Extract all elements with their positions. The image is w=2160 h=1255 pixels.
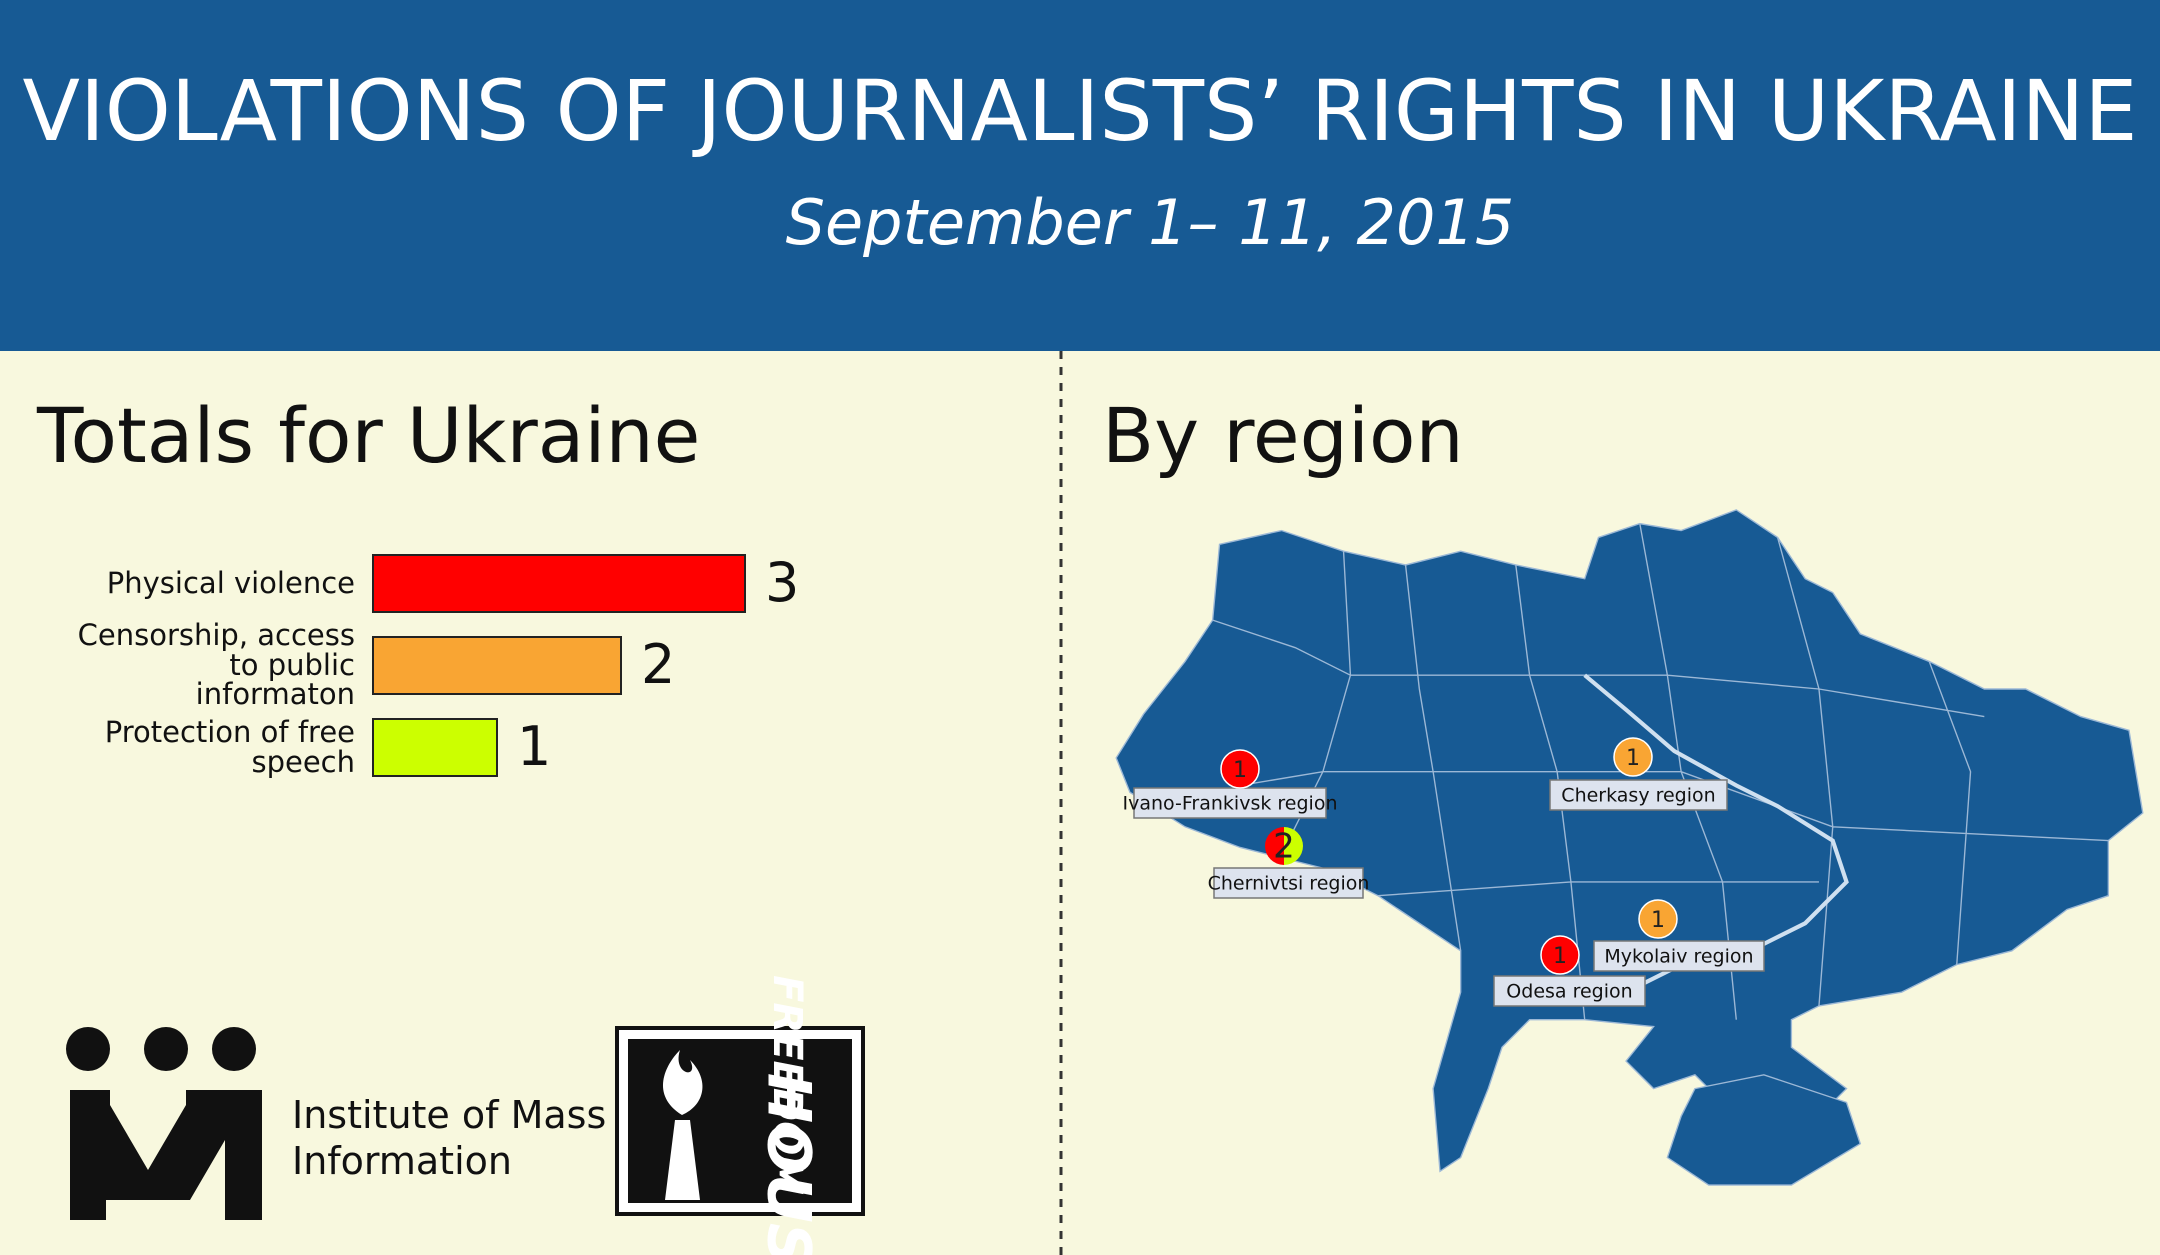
value-label: 1 — [517, 715, 551, 778]
crimea — [1666, 1074, 1862, 1186]
title: VIOLATIONS OF JOURNALISTS’ RIGHTS IN UKR… — [23, 62, 2138, 160]
bar — [372, 718, 498, 777]
dot-slice — [1284, 827, 1303, 865]
region-count: 1 — [1651, 908, 1665, 933]
region-label-box — [1493, 975, 1646, 1007]
region-marker: Chernivtsi region 2 — [1208, 827, 1370, 899]
region-count-dot — [1265, 827, 1303, 865]
region-count-dot — [1638, 899, 1678, 939]
region-count: 2 — [1273, 827, 1295, 867]
region-count-dot — [1220, 749, 1260, 789]
region-label-box — [1213, 867, 1364, 899]
region-count-dot — [1613, 737, 1653, 777]
region-count-dot — [1540, 935, 1580, 975]
region-label-box — [1133, 787, 1327, 819]
region-count: 1 — [1233, 758, 1247, 783]
region-label: Mykolaiv region — [1604, 946, 1753, 968]
category-label: Physical violence — [106, 565, 355, 600]
region-count: 1 — [1553, 944, 1567, 969]
category-label: Censorship, access to public informaton — [77, 618, 355, 712]
region-label: Ivano-Frankivsk region — [1123, 793, 1338, 815]
region-marker: Cherkasy region 1 — [1549, 737, 1728, 811]
value-label: 2 — [641, 633, 675, 696]
region-count: 1 — [1626, 746, 1640, 771]
freedom-house-logo — [615, 1026, 865, 1216]
bar — [372, 636, 622, 695]
region-marker: Odesa region 1 — [1493, 935, 1646, 1007]
region-borders — [1212, 523, 2109, 1020]
freedom-house-word: HOUSE — [753, 1073, 823, 1255]
category-label: Protection of free speech — [104, 714, 355, 779]
region-label: Cherkasy region — [1561, 785, 1715, 807]
dot-slice — [1265, 827, 1284, 865]
region-label: Chernivtsi region — [1208, 873, 1370, 895]
region-marker: Mykolaiv region 1 — [1593, 899, 1765, 972]
imi-name: Institute of Mass Information — [292, 1093, 607, 1183]
freedom-house-word: FREEDOM — [764, 975, 810, 1195]
map-title: By region — [1102, 391, 1464, 480]
imi-logo — [66, 1027, 262, 1220]
region-marker: Ivano-Frankivsk region 1 — [1123, 749, 1338, 819]
chart-title: Totals for Ukraine — [36, 391, 700, 480]
region-label-box — [1549, 779, 1728, 811]
subtitle: September 1– 11, 2015 — [786, 186, 1515, 259]
region-label: Odesa region — [1506, 981, 1632, 1003]
region-label-box — [1593, 940, 1765, 972]
header-band — [0, 0, 2160, 351]
bar — [372, 554, 746, 613]
value-label: 3 — [765, 551, 799, 614]
